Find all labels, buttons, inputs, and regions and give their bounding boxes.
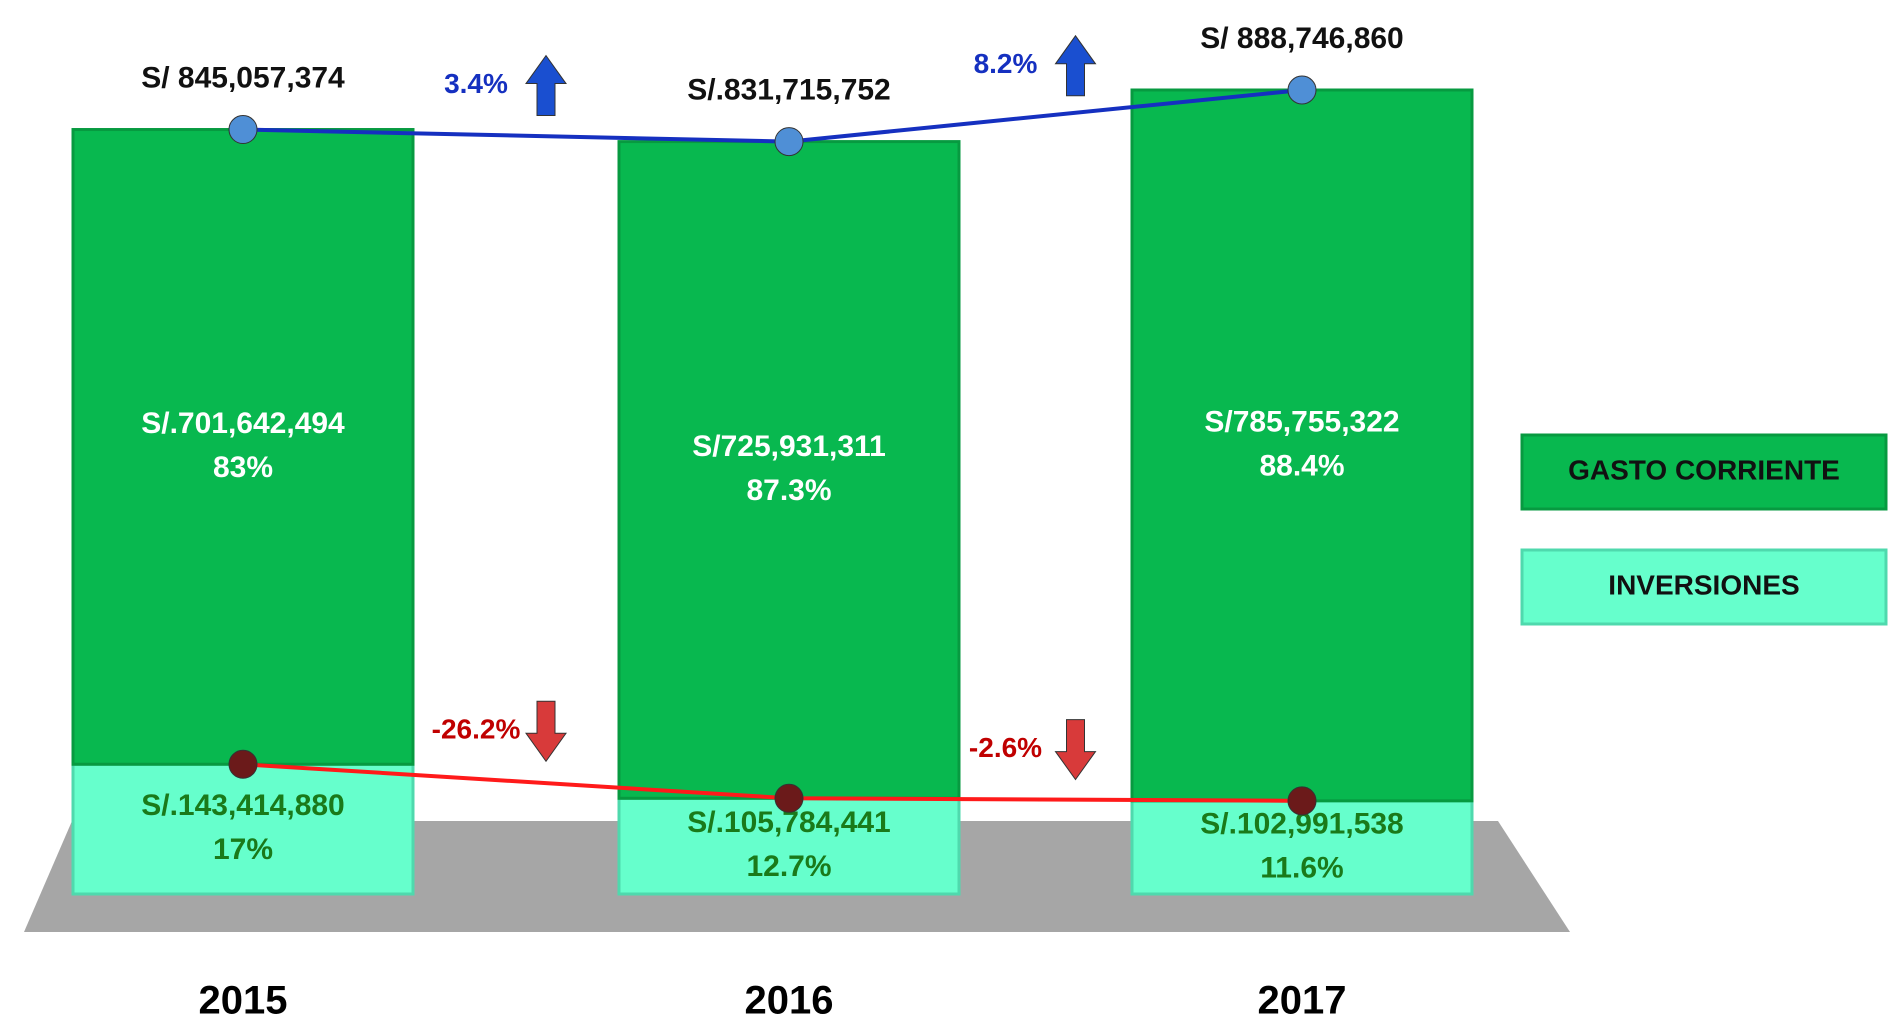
share-label: 17%: [213, 833, 273, 866]
bar-segment: [71, 762, 415, 896]
x-tick-label: 2015: [199, 979, 288, 1023]
value-label: S/.701,642,494: [141, 407, 345, 440]
value-label: S/785,755,322: [1204, 405, 1399, 438]
change-label: 8.2%: [974, 48, 1038, 79]
value-label: S/725,931,311: [692, 430, 886, 463]
total-label: S/.831,715,752: [687, 74, 891, 107]
bar-segment: [1130, 799, 1474, 896]
bar-segment: [1130, 88, 1474, 803]
total-label: S/ 845,057,374: [141, 61, 345, 94]
x-tick-label: 2017: [1258, 979, 1347, 1023]
trend-arrow: [1054, 34, 1097, 97]
share-label: 83%: [213, 451, 273, 484]
share-label: 88.4%: [1259, 449, 1344, 482]
total-label: S/ 888,746,860: [1200, 22, 1404, 55]
legend-swatch: [1520, 433, 1888, 511]
bar-segment: [71, 128, 415, 766]
share-label: 12.7%: [746, 850, 831, 883]
change-label: 3.4%: [444, 68, 508, 99]
change-label: -26.2%: [432, 714, 521, 745]
x-tick-label: 2016: [745, 979, 834, 1023]
share-label: 87.3%: [746, 474, 831, 507]
legend-swatch: [1520, 548, 1888, 626]
trend-arrow: [525, 700, 567, 763]
trend-arrow: [525, 54, 567, 117]
change-label: -2.6%: [969, 732, 1042, 763]
bar-segment: [617, 140, 961, 800]
legend-label: INVERSIONES: [1608, 569, 1799, 600]
investment-line-point: [774, 783, 804, 813]
trend-arrow: [1054, 719, 1097, 781]
total-line-point: [774, 127, 804, 157]
share-label: 11.6%: [1260, 851, 1343, 884]
legend-label: GASTO CORRIENTE: [1568, 454, 1840, 485]
total-line-point: [228, 115, 258, 145]
total-line-point: [1287, 75, 1317, 105]
investment-line-point: [1287, 786, 1317, 816]
investment-line-point: [228, 749, 258, 779]
bar-segment: [617, 796, 961, 896]
value-label: S/.143,414,880: [141, 789, 345, 822]
